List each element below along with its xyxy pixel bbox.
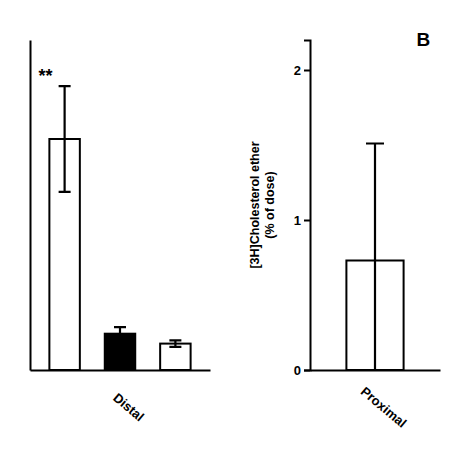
plot-area xyxy=(346,144,403,371)
panel: 0 1 2 Proximal B [3H]Cholesterol ether(% of d… xyxy=(248,29,441,431)
y-tick-mark xyxy=(304,370,310,372)
axis-line xyxy=(304,41,311,371)
y-axis-label: [3H]Cholesterol ether(% of dose) xyxy=(248,141,277,268)
y-tick-label: 1 xyxy=(294,213,301,228)
y-tick: 1 xyxy=(294,213,310,228)
y-axis xyxy=(30,41,31,371)
y-tick: 2 xyxy=(294,63,310,78)
y-axis-label-line: (% of dose) xyxy=(263,171,277,238)
error-bar xyxy=(59,86,71,192)
y-tick-mark xyxy=(304,220,310,222)
annotation: B xyxy=(417,29,431,50)
annotation: ** xyxy=(38,66,52,86)
x-axis-label: Distal xyxy=(110,390,147,424)
plot-area xyxy=(49,86,190,370)
axis-line xyxy=(31,370,211,372)
y-tick: 0 xyxy=(294,363,310,378)
x-axis xyxy=(311,370,441,371)
error-bar xyxy=(169,340,181,347)
y-axis: 0 1 2 xyxy=(294,41,311,378)
y-tick-mark xyxy=(304,70,310,72)
y-axis-label-line: [3H]Cholesterol ether xyxy=(248,141,262,268)
axis-line xyxy=(30,41,32,371)
error-bar xyxy=(366,144,384,371)
y-tick-label: 2 xyxy=(294,63,301,78)
chart: Distal ** 0 1 2 Proximal B [3H]Cholesterol ethe… xyxy=(0,0,474,474)
x-axis-label: Proximal xyxy=(358,384,410,431)
panel: Distal ** xyxy=(31,41,211,425)
x-axis xyxy=(31,370,211,371)
axis-line xyxy=(311,370,441,372)
y-tick-label: 0 xyxy=(294,363,301,378)
error-bar xyxy=(114,327,126,340)
